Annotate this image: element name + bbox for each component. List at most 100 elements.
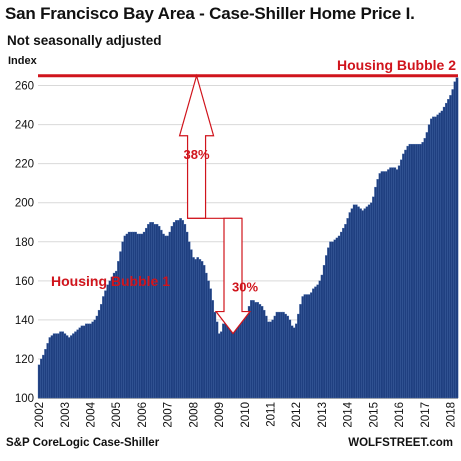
y-tick-labels: 100 120 140 160 180 200 220 240 260 (15, 81, 34, 405)
bar (198, 259, 202, 399)
bar (380, 171, 384, 399)
bar (144, 227, 148, 399)
bar (174, 220, 178, 399)
x-tick-label: 2003 (60, 402, 72, 428)
bar (320, 274, 324, 399)
bar (125, 233, 129, 399)
bar (59, 331, 62, 399)
bar (72, 333, 75, 399)
x-tick-label: 2016 (394, 402, 406, 428)
bar (264, 315, 268, 399)
x-tick-label: 2006 (137, 402, 149, 428)
bar (110, 276, 114, 399)
bar (451, 89, 455, 399)
x-tick-label: 2011 (266, 402, 278, 427)
bar (91, 321, 95, 399)
bar (192, 257, 195, 399)
bar (307, 294, 311, 399)
x-tick-label: 2012 (291, 402, 303, 428)
bar (391, 167, 395, 399)
bar (260, 306, 264, 399)
chart-subtitle: Not seasonally adjusted (7, 33, 162, 48)
bar (219, 331, 223, 399)
bar (140, 233, 144, 399)
bar (352, 204, 356, 399)
bar (254, 302, 257, 399)
bar (412, 143, 416, 399)
x-tick-label: 2008 (188, 402, 200, 428)
bar (337, 235, 341, 399)
bar (67, 337, 71, 399)
bar (39, 358, 43, 399)
bar (442, 106, 446, 399)
bars (37, 77, 459, 399)
bar (215, 321, 219, 399)
x-tick-label: 2017 (420, 402, 432, 428)
bar (114, 270, 118, 399)
bar (367, 204, 371, 399)
bar (324, 255, 328, 399)
bubble-2-label: Housing Bubble 2 (337, 57, 456, 73)
bar (155, 224, 159, 399)
bar (402, 153, 405, 399)
bar (258, 304, 262, 399)
bar (132, 231, 135, 399)
bar (294, 323, 298, 399)
bar (357, 206, 360, 399)
bar (417, 143, 420, 399)
bar (63, 333, 67, 399)
bar (168, 231, 172, 399)
bar (181, 220, 185, 399)
bar (239, 313, 242, 399)
bar (217, 333, 221, 399)
x-tick-labels: 2002 2003 2004 2005 2006 2007 2008 2009 2010 2011… (34, 401, 457, 427)
bar (438, 112, 442, 399)
bar (65, 335, 69, 399)
y-tick-label: 260 (15, 81, 34, 93)
bar (134, 231, 137, 399)
bar (425, 132, 429, 399)
bar (256, 302, 260, 399)
bar (277, 311, 281, 399)
bar (331, 241, 335, 399)
bar (147, 224, 150, 399)
bar (404, 149, 407, 399)
bar (207, 280, 210, 399)
bar (427, 124, 431, 399)
bar (104, 290, 107, 399)
bar (344, 224, 347, 399)
bar (54, 333, 58, 399)
bar (318, 280, 322, 399)
bar (395, 169, 399, 399)
y-tick-label: 220 (15, 159, 34, 171)
bar (57, 333, 60, 399)
bar (436, 114, 440, 399)
bar (348, 212, 352, 399)
bar (46, 343, 50, 399)
bar (429, 118, 433, 399)
bar (286, 315, 290, 399)
y-tick-label: 180 (15, 237, 34, 249)
y-tick-label: 120 (15, 354, 34, 366)
bar (159, 229, 163, 399)
x-tick-label: 2010 (240, 402, 252, 428)
x-tick-label: 2013 (317, 402, 329, 428)
bar (447, 99, 450, 399)
bar (397, 165, 401, 399)
bar (142, 231, 146, 399)
bar (82, 325, 86, 399)
bar (74, 331, 77, 399)
bar (252, 300, 255, 399)
bar (432, 116, 435, 399)
bar (166, 235, 170, 399)
bar (84, 323, 88, 399)
bar (89, 323, 92, 399)
bar (273, 315, 277, 399)
bar (44, 349, 47, 399)
bar (189, 249, 193, 399)
bar (243, 315, 247, 399)
bar (444, 102, 448, 399)
bar (410, 143, 414, 399)
bar (342, 227, 345, 399)
